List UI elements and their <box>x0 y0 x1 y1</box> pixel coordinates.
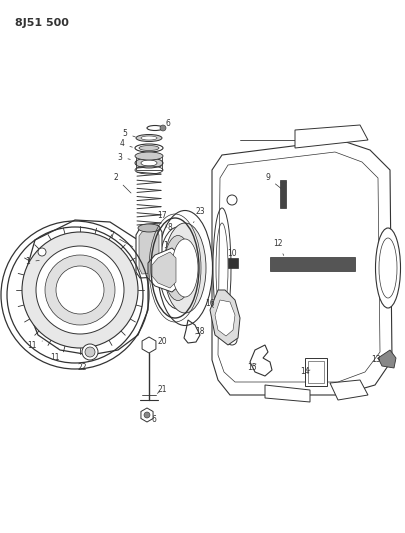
Ellipse shape <box>159 227 197 309</box>
Text: 15: 15 <box>247 364 257 373</box>
Text: 22: 22 <box>77 356 88 373</box>
Text: 18: 18 <box>195 327 205 336</box>
Polygon shape <box>210 290 240 345</box>
Text: 14: 14 <box>300 367 310 376</box>
Ellipse shape <box>172 239 198 297</box>
Text: 11: 11 <box>27 341 43 350</box>
Text: 13: 13 <box>371 356 381 365</box>
Text: 21: 21 <box>157 385 167 394</box>
Polygon shape <box>139 229 159 274</box>
Ellipse shape <box>158 211 213 326</box>
Circle shape <box>36 246 124 334</box>
Text: 4: 4 <box>119 140 132 149</box>
Text: 3: 3 <box>117 152 130 161</box>
Polygon shape <box>141 408 153 422</box>
Ellipse shape <box>164 223 206 313</box>
Text: 9: 9 <box>266 174 281 188</box>
Circle shape <box>160 125 166 131</box>
Ellipse shape <box>141 160 157 166</box>
Text: 8: 8 <box>168 223 174 252</box>
Polygon shape <box>152 252 176 288</box>
Polygon shape <box>142 337 156 353</box>
Circle shape <box>82 344 98 360</box>
Bar <box>270 257 355 271</box>
Text: 6: 6 <box>151 416 156 424</box>
Polygon shape <box>215 300 235 336</box>
Text: 11: 11 <box>50 348 60 362</box>
Text: 23: 23 <box>194 207 205 223</box>
Ellipse shape <box>135 144 163 152</box>
Text: 10: 10 <box>227 249 237 264</box>
Bar <box>308 361 324 383</box>
Ellipse shape <box>139 146 159 150</box>
Text: 5: 5 <box>123 128 135 138</box>
Bar <box>280 180 286 208</box>
Bar <box>136 156 162 170</box>
Bar <box>305 358 327 386</box>
Text: 12: 12 <box>273 239 284 255</box>
Text: 20: 20 <box>152 337 167 346</box>
Text: 19: 19 <box>163 240 173 257</box>
Ellipse shape <box>135 152 163 160</box>
Text: 17: 17 <box>157 211 167 228</box>
Polygon shape <box>148 248 180 292</box>
Polygon shape <box>25 220 148 355</box>
Polygon shape <box>265 385 310 402</box>
Ellipse shape <box>135 158 163 168</box>
Ellipse shape <box>379 238 397 298</box>
Text: 1: 1 <box>26 257 39 266</box>
Ellipse shape <box>164 236 192 301</box>
Circle shape <box>227 335 237 345</box>
Text: 8J51 500: 8J51 500 <box>15 18 69 28</box>
Text: 16: 16 <box>205 298 215 308</box>
Polygon shape <box>136 225 162 278</box>
Bar <box>228 258 238 268</box>
Ellipse shape <box>375 228 401 308</box>
Text: 6: 6 <box>162 119 171 128</box>
Circle shape <box>144 412 150 418</box>
Polygon shape <box>378 350 396 368</box>
Ellipse shape <box>138 224 160 232</box>
Circle shape <box>38 248 46 256</box>
Text: 2: 2 <box>114 174 131 193</box>
Circle shape <box>22 232 138 348</box>
Polygon shape <box>212 140 392 395</box>
Polygon shape <box>295 125 368 148</box>
Circle shape <box>45 255 115 325</box>
Circle shape <box>227 195 237 205</box>
Text: 7: 7 <box>110 230 132 247</box>
Circle shape <box>56 266 104 314</box>
Ellipse shape <box>141 136 157 140</box>
Ellipse shape <box>136 134 162 141</box>
Polygon shape <box>330 380 368 400</box>
Circle shape <box>85 347 95 357</box>
